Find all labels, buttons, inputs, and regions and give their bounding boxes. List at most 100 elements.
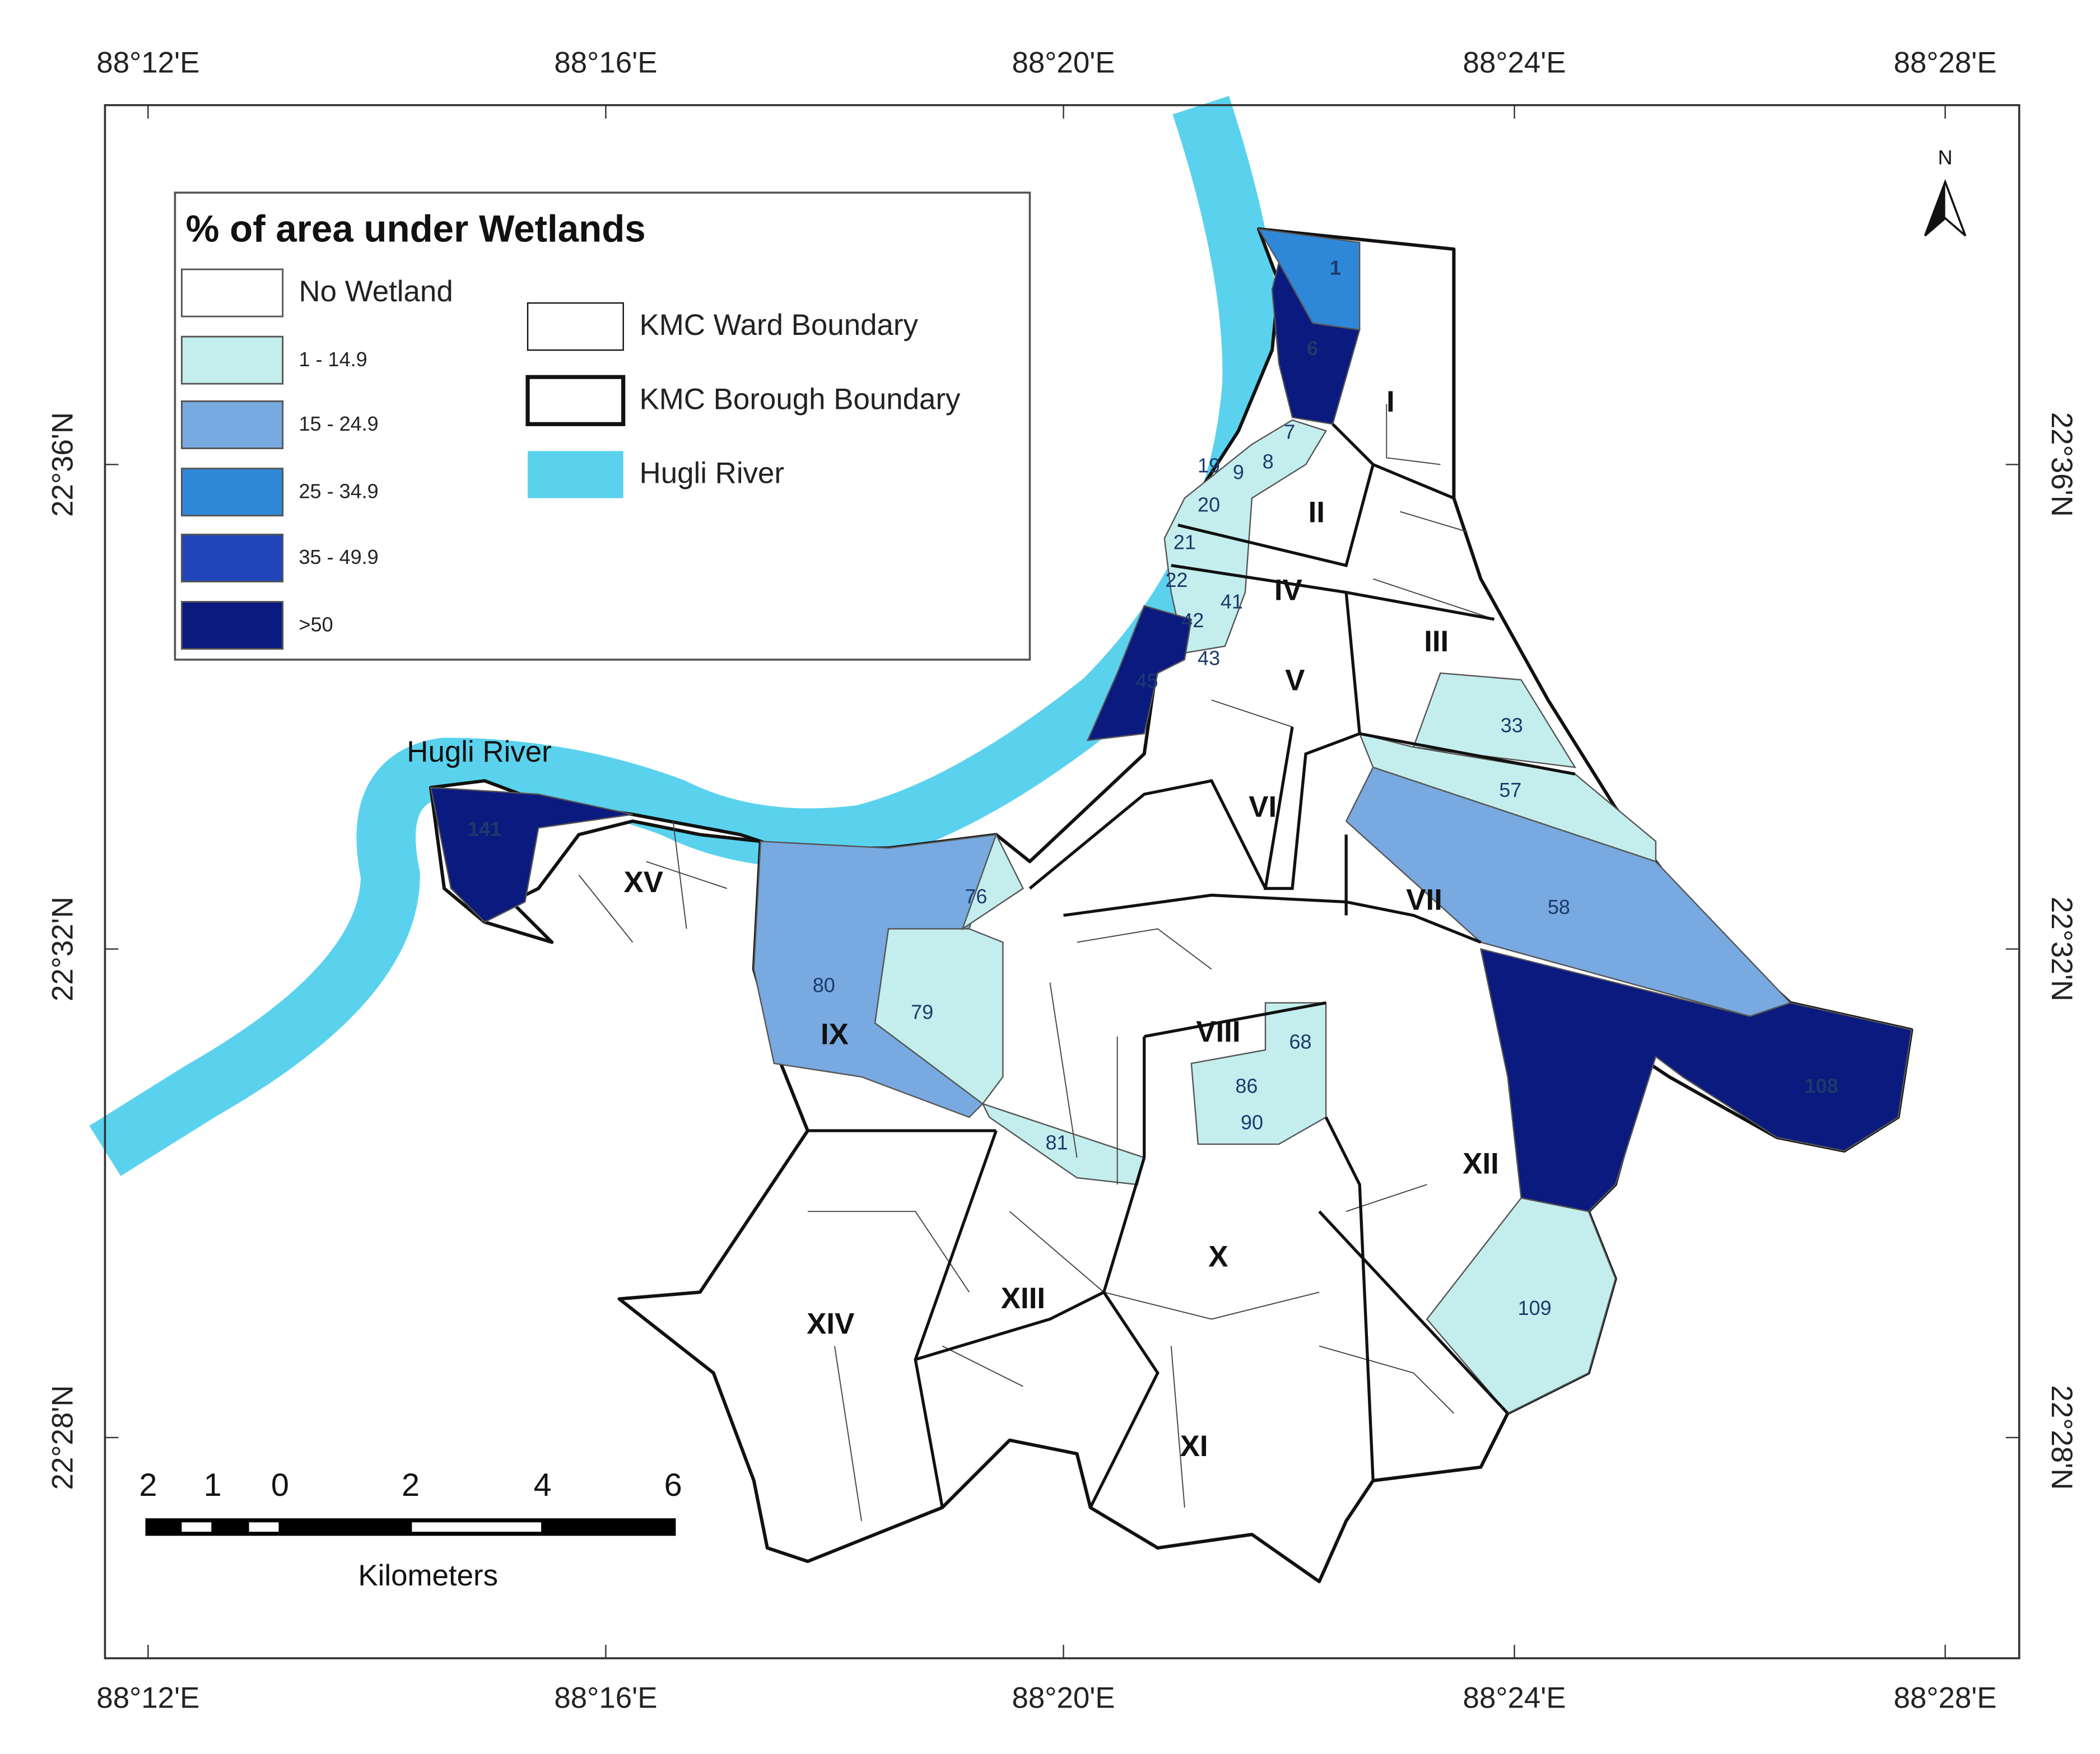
borough-label: II: [1309, 496, 1325, 529]
ward-fill: [1271, 260, 1361, 425]
longitude-label: 88°16'E: [554, 46, 657, 80]
borough-label: IV: [1274, 574, 1302, 607]
scale-label: 0: [271, 1467, 289, 1503]
ward-label: 8: [1263, 450, 1274, 473]
ward-fill: [1426, 1197, 1617, 1415]
legend-label: Hugli River: [640, 457, 785, 490]
legend-swatch: [528, 451, 623, 498]
ward-fill: [1412, 672, 1577, 768]
borough-label: IX: [821, 1018, 849, 1051]
borough-label: XIII: [1001, 1282, 1045, 1315]
borough-label: VI: [1249, 791, 1277, 824]
ward-label: 7: [1284, 421, 1295, 444]
scale-bar: 2 1 0 2 4 6 Kilometers: [139, 1467, 682, 1592]
legend-label: KMC Borough Boundary: [640, 382, 961, 416]
borough-label: VIII: [1196, 1015, 1240, 1048]
scale-outline: [145, 1518, 676, 1536]
borough-label: X: [1208, 1240, 1228, 1273]
ward-label: 57: [1499, 778, 1521, 801]
scale-label: 6: [664, 1467, 682, 1503]
ward-label: 9: [1233, 461, 1244, 484]
ward-fill: [1190, 1002, 1327, 1145]
borough-label: XI: [1180, 1430, 1208, 1463]
legend-swatch: [180, 268, 284, 318]
legend-label: 25 - 34.9: [299, 479, 379, 502]
latitude-label: 22°32'N: [2045, 897, 2078, 1001]
ward-label: 108: [1804, 1075, 1838, 1098]
latitude-label: 22°36'N: [2045, 412, 2078, 517]
map-frame: [104, 104, 2020, 1659]
longitude-label: 88°16'E: [554, 1682, 657, 1715]
map-body: [89, 96, 1913, 1584]
borough-label: XV: [623, 866, 663, 899]
legend-swatch: [525, 375, 626, 426]
ward-label: 41: [1221, 590, 1243, 613]
longitude-label: 88°12'E: [96, 1682, 199, 1715]
legend-swatch: [180, 601, 284, 650]
legend-label: 15 - 24.9: [299, 412, 379, 435]
latitude-label: 22°32'N: [46, 897, 79, 1001]
legend-swatch: [180, 335, 284, 385]
longitude-label: 88°12'E: [96, 46, 199, 80]
ward-label: 45: [1135, 669, 1158, 692]
ward-label: 68: [1289, 1030, 1311, 1053]
longitude-label: 88°20'E: [1012, 1682, 1115, 1715]
borough-label: III: [1424, 625, 1449, 658]
borough-label: I: [1386, 385, 1395, 418]
ward-label: 76: [965, 885, 987, 908]
ward-label: 20: [1198, 493, 1220, 516]
scale-segment: [249, 1522, 279, 1532]
borough-label: XII: [1463, 1147, 1499, 1180]
legend-swatch: [180, 468, 284, 517]
ward-label: 58: [1548, 895, 1570, 918]
wetland-wards: [430, 228, 1912, 1415]
legend-label: 35 - 49.9: [299, 545, 379, 568]
ward-label: 90: [1241, 1111, 1263, 1134]
ward-label: 81: [1045, 1131, 1068, 1154]
ward-label: 19: [1198, 454, 1220, 477]
ward-label: 6: [1307, 337, 1318, 360]
legend-label: >50: [299, 613, 333, 636]
borough-label: XIV: [807, 1307, 854, 1340]
legend-label: No Wetland: [299, 275, 453, 308]
ward-label: 141: [468, 818, 501, 841]
latitude-label: 22°28'N: [2045, 1385, 2078, 1490]
scale-unit: Kilometers: [358, 1559, 498, 1592]
longitude-label: 88°24'E: [1463, 46, 1566, 80]
north-label: N: [1938, 146, 1953, 169]
scale-label: 1: [204, 1467, 222, 1503]
ward-label: 86: [1235, 1075, 1258, 1098]
scale-segment: [181, 1522, 212, 1532]
legend: % of area under Wetlands No Wetland 1 - 1…: [174, 192, 1031, 661]
legend-label: 1 - 14.9: [299, 348, 367, 371]
ward-label: 42: [1181, 609, 1204, 632]
ward-label: 109: [1518, 1296, 1552, 1319]
longitude-label: 88°24'E: [1463, 1682, 1566, 1715]
scale-label: 4: [533, 1467, 551, 1503]
river-label: Hugli River: [407, 735, 552, 768]
longitude-label: 88°28'E: [1894, 1682, 1997, 1715]
ward-label: 33: [1501, 714, 1523, 737]
longitude-label: 88°20'E: [1012, 46, 1115, 80]
legend-swatch: [180, 400, 284, 450]
borough-label: V: [1285, 664, 1305, 697]
ward-label: 80: [813, 973, 835, 996]
legend-label: KMC Ward Boundary: [640, 309, 919, 342]
ward-fill: [430, 786, 633, 923]
latitude-label: 22°28'N: [46, 1385, 79, 1490]
longitude-label: 88°28'E: [1894, 46, 1997, 80]
ward-fill: [1086, 605, 1193, 741]
ward-fill: [961, 833, 1024, 931]
legend-title: % of area under Wetlands: [186, 208, 646, 250]
ward-label: 79: [911, 1000, 933, 1023]
borough-line: [807, 423, 1576, 1509]
ward-label: 43: [1198, 646, 1220, 669]
ward-fill: [1163, 419, 1327, 654]
borough-boundaries: [807, 423, 1576, 1509]
ward-label: 22: [1165, 568, 1188, 591]
ward-label: 21: [1174, 531, 1196, 554]
ward-fill: [874, 928, 1004, 1105]
latitude-label: 22°36'N: [46, 412, 79, 517]
ward-label: 1: [1330, 256, 1341, 279]
